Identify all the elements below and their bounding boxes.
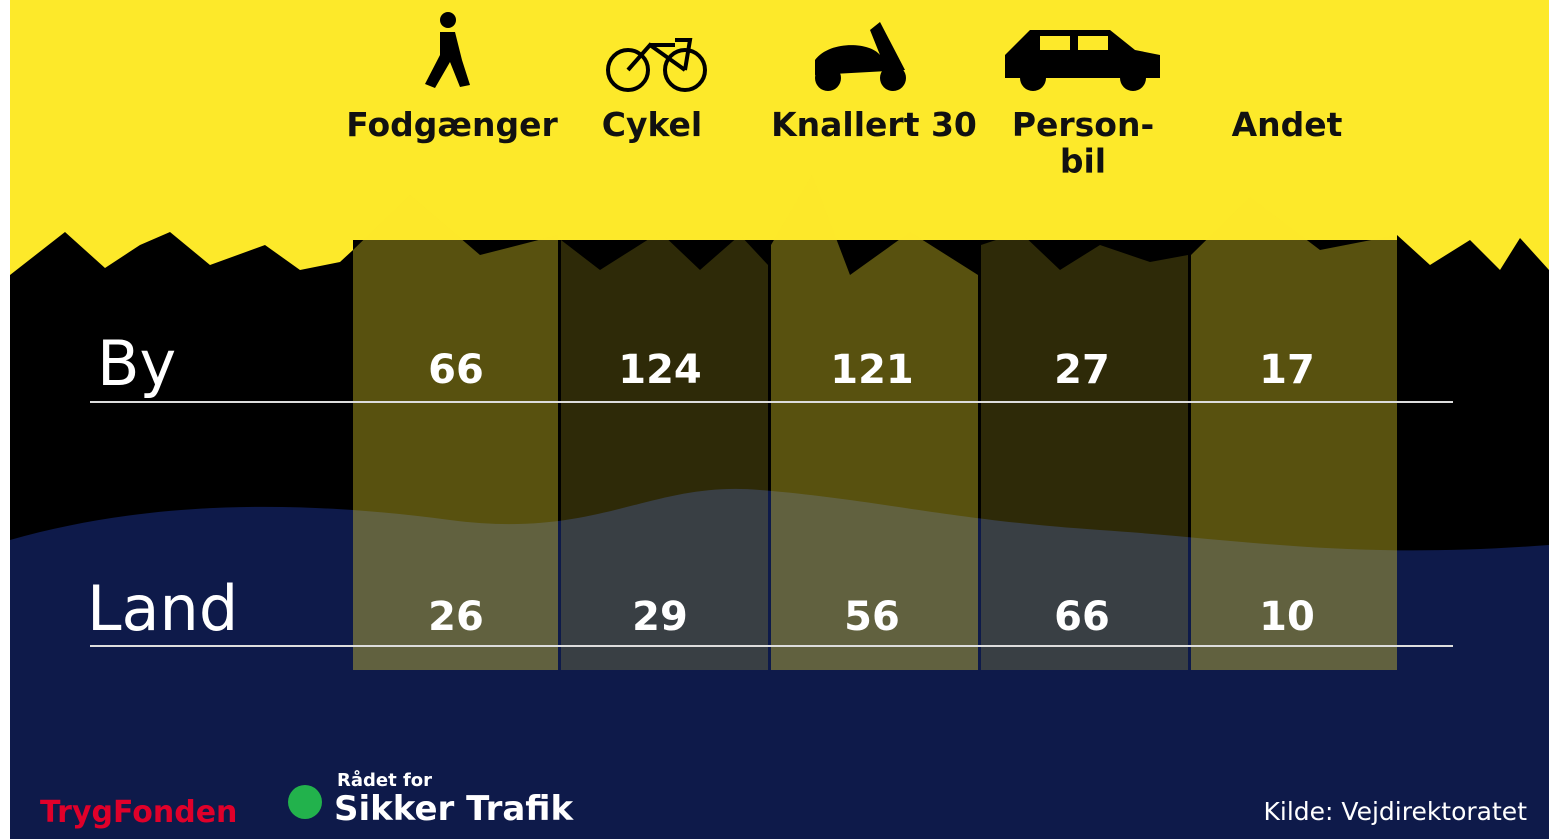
infographic: Fodgænger Cykel Knallert 30 Person-bil A… — [0, 0, 1549, 839]
column-header: Andet — [1232, 105, 1343, 144]
cell-value: 10 — [1259, 594, 1315, 640]
logo-small: Rådet for — [337, 769, 432, 791]
cell-value: 29 — [632, 594, 688, 640]
cell-value: 66 — [428, 347, 484, 393]
column-header: Cykel — [602, 105, 702, 144]
row-label: Land — [87, 572, 238, 645]
row-label: By — [97, 327, 176, 400]
cell-value: 124 — [618, 347, 702, 393]
column-header: Fodgænger — [346, 105, 558, 144]
cell-value: 66 — [1054, 594, 1110, 640]
logo-trygfonden: TrygFonden — [40, 795, 237, 830]
logo-sikker-trafik: Sikker Trafik — [334, 789, 574, 829]
cell-value: 27 — [1054, 347, 1110, 393]
source: Kilde: Vejdirektoratet — [1264, 797, 1528, 826]
cell-value: 56 — [844, 594, 900, 640]
cell-value: 26 — [428, 594, 484, 640]
cell-value: 121 — [830, 347, 914, 393]
cell-value: 17 — [1259, 347, 1315, 393]
logo-icon — [288, 785, 322, 819]
column-header: Knallert 30 — [771, 105, 977, 144]
